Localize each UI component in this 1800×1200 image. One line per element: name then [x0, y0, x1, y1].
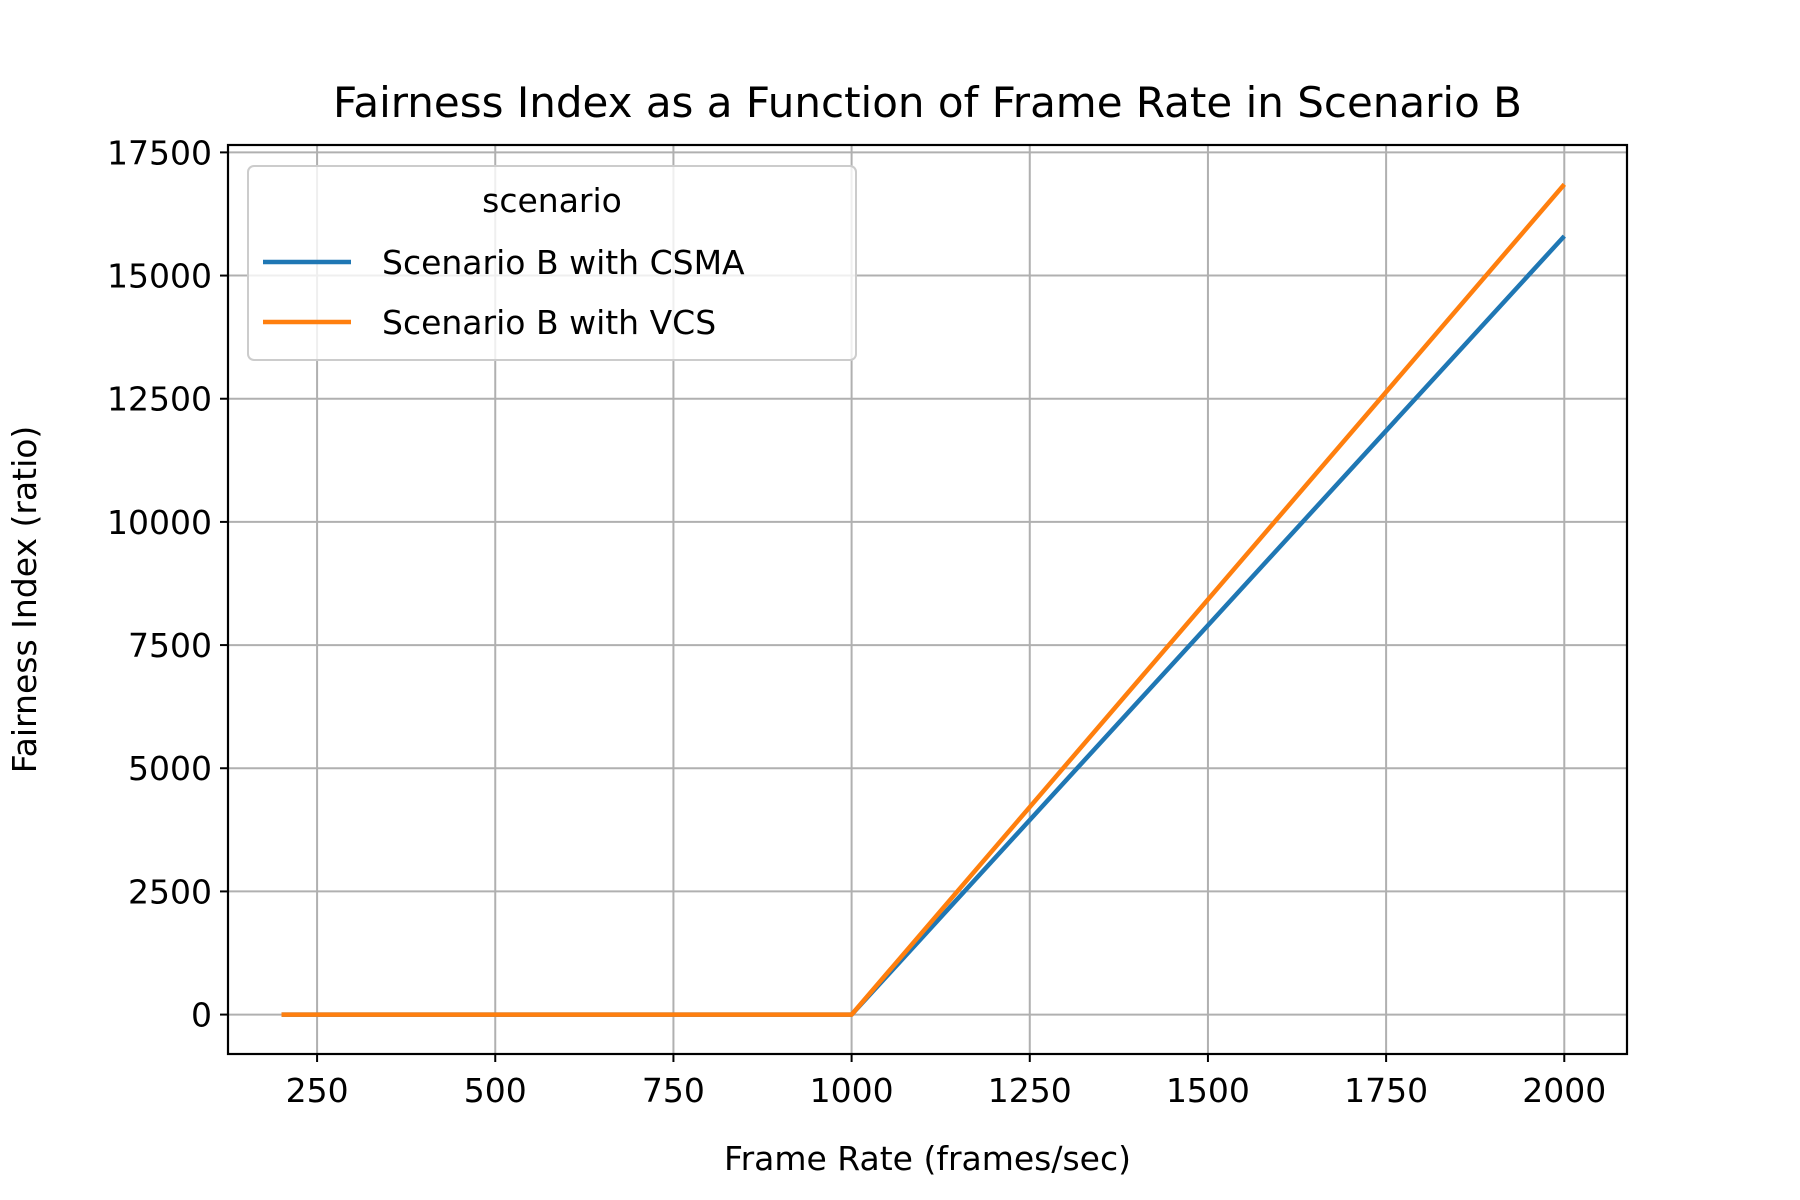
- x-tick-label: 500: [464, 1071, 527, 1110]
- series-lines: [281, 182, 1567, 1017]
- y-tick-label: 12500: [107, 380, 212, 419]
- series-line-2: [281, 182, 1567, 1017]
- y-tick-label: 2500: [128, 872, 212, 911]
- y-tick-label: 7500: [128, 626, 212, 665]
- y-tick-label: 5000: [128, 749, 212, 788]
- y-tick-label: 15000: [107, 257, 212, 296]
- x-tick-label: 250: [286, 1071, 349, 1110]
- y-tick-label: 10000: [107, 503, 212, 542]
- x-tick-label: 1750: [1344, 1071, 1428, 1110]
- x-axis-label: Frame Rate (frames/sec): [724, 1139, 1131, 1178]
- x-tick-label: 750: [642, 1071, 705, 1110]
- legend-entry-label: Scenario B with VCS: [382, 303, 716, 342]
- y-tick-label: 0: [191, 996, 212, 1035]
- legend: scenario Scenario B with CSMA Scenario B …: [247, 165, 857, 361]
- legend-title: scenario: [482, 181, 622, 220]
- x-tick-label: 1500: [1166, 1071, 1250, 1110]
- x-tick-label: 1250: [988, 1071, 1072, 1110]
- plot-area-frame: [226, 143, 1629, 1056]
- chart-title: Fairness Index as a Function of Frame Ra…: [333, 78, 1522, 127]
- x-tick-label: 1000: [810, 1071, 894, 1110]
- x-tick-label: 2000: [1522, 1071, 1606, 1110]
- y-tick-label: 17500: [107, 133, 212, 172]
- axis-ticks: 250 500 750 1000 1250 1500 1750 2000 0 2500 5000 75…: [107, 133, 1606, 1110]
- legend-box: [247, 165, 857, 361]
- y-axis-label: Fairness Index (ratio): [5, 426, 44, 774]
- legend-entry-label: Scenario B with CSMA: [382, 243, 745, 282]
